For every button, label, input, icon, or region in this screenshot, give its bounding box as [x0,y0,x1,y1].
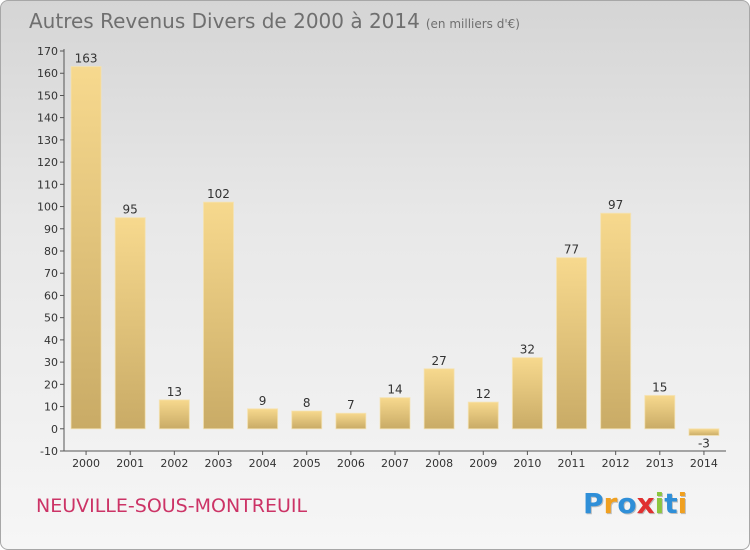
data-label: 12 [476,387,491,401]
logo-letter: r [603,487,618,520]
bar [512,357,543,429]
x-tick-label: 2006 [337,457,365,470]
x-tick-label: 2005 [293,457,321,470]
logo-letter: t [664,487,678,520]
logo-letter: i [654,487,665,520]
y-tick-label: -10 [40,445,58,458]
x-tick-label: 2001 [116,457,144,470]
bar-outline [335,412,367,430]
logo-letter: o [617,487,637,520]
chart-title-text: Autres Revenus Divers de 2000 à 2014 [29,9,420,33]
bar [600,213,631,429]
y-tick-label: 40 [44,334,58,347]
bar-outline [114,217,146,430]
logo-letter: i [677,487,688,520]
data-label: 95 [123,203,138,217]
y-tick-label: 120 [37,156,58,169]
bar [380,397,410,429]
x-tick-label: 2012 [602,457,630,470]
bar [556,257,587,429]
y-tick-label: 10 [44,401,58,414]
y-tick-label: 20 [44,378,58,391]
data-label: 14 [387,383,402,397]
bar [71,66,102,429]
bar [159,399,190,429]
bar-outline [600,212,632,430]
x-tick-label: 2009 [469,457,497,470]
y-tick-label: 90 [44,223,58,236]
bar-outline [379,397,411,430]
bar-outline [423,368,455,430]
proxiti-logo: Proxiti [583,487,687,520]
y-tick-label: 160 [37,67,58,80]
bar [688,428,719,436]
data-label: 77 [564,243,579,257]
data-label: 7 [347,398,355,412]
x-tick-label: 2003 [204,457,232,470]
data-label: 13 [167,385,182,399]
data-label: -3 [698,436,710,450]
x-tick-label: 2010 [513,457,541,470]
x-tick-label: 2008 [425,457,453,470]
bar-outline [556,257,588,430]
bar-outline [291,410,323,430]
y-tick-label: 100 [37,201,58,214]
bar [468,402,499,429]
x-tick-label: 2014 [690,457,718,470]
bar-outline [511,357,543,430]
y-tick-label: 170 [37,45,58,58]
logo-letter: x [636,487,655,520]
bar [644,395,675,429]
bar-outline [644,394,676,430]
y-tick-label: 50 [44,312,58,325]
data-label: 8 [303,396,311,410]
y-tick-label: 150 [37,89,58,102]
x-tick-label: 2013 [646,457,674,470]
data-label: 102 [207,187,230,201]
data-label: 163 [75,52,98,66]
x-tick-label: 2007 [381,457,409,470]
data-label: 32 [520,343,535,357]
x-tick-label: 2000 [72,457,100,470]
chart-subtitle: (en milliers d'€) [425,17,520,31]
bar [424,368,455,429]
x-tick-label: 2004 [249,457,277,470]
data-label: 27 [431,354,446,368]
data-label: 15 [652,380,667,394]
bar [203,202,234,429]
logo-letter: P [583,487,604,520]
y-tick-label: 80 [44,245,58,258]
y-tick-label: 60 [44,289,58,302]
y-tick-label: 140 [37,112,58,125]
bar [335,413,366,429]
data-label: 97 [608,198,623,212]
bar [115,217,146,429]
y-tick-label: 30 [44,356,58,369]
bar-outline [158,399,190,430]
y-tick-label: 70 [44,267,58,280]
bar-outline [70,66,102,430]
bar [247,408,278,429]
x-tick-label: 2011 [558,457,586,470]
x-tick-label: 2002 [160,457,188,470]
bar-outline [202,201,234,430]
bar-outline [247,408,279,430]
chart-title: Autres Revenus Divers de 2000 à 2014 (en … [29,9,520,33]
bar-outline [688,428,720,436]
bar [291,411,322,429]
y-tick-label: 0 [51,423,58,436]
commune-name: NEUVILLE-SOUS-MONTREUIL [36,495,308,517]
data-label: 9 [259,394,267,408]
y-tick-label: 110 [37,178,58,191]
y-tick-label: 130 [37,134,58,147]
bar-outline [467,401,499,430]
